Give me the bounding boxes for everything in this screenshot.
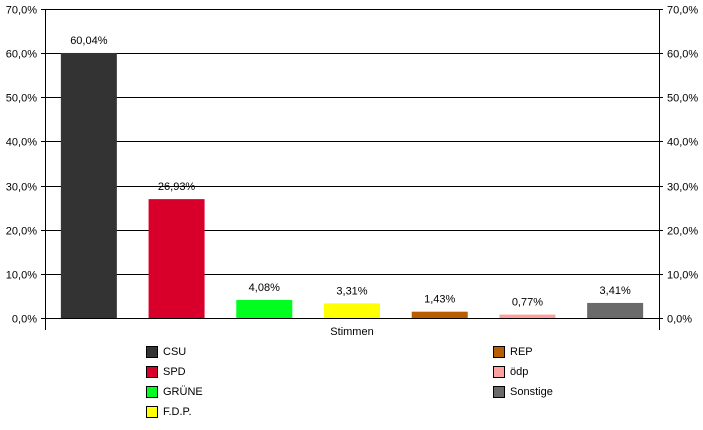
bar-csu bbox=[60, 52, 117, 319]
y-tick-label-left: 10,0% bbox=[6, 270, 37, 282]
y-tick-label-right: 60,0% bbox=[667, 49, 698, 61]
legend-label: GRÜNE bbox=[163, 386, 203, 398]
y-tick-label-right: 20,0% bbox=[667, 226, 698, 238]
bar-value-label: 60,04% bbox=[70, 35, 108, 47]
y-tick-label-left: 30,0% bbox=[6, 182, 37, 194]
bar-sonstige bbox=[587, 302, 644, 318]
y-axis-right: 0,0% 10,0% 20,0% 30,0% 40,0% 50,0% 60,0% 70,0% bbox=[659, 5, 698, 326]
bar-ödp bbox=[499, 314, 556, 318]
x-axis-label: Stimmen bbox=[330, 326, 373, 338]
y-tick-label-left: 70,0% bbox=[6, 5, 37, 17]
bar-fdp bbox=[324, 303, 380, 318]
y-tick-label-right: 50,0% bbox=[667, 93, 698, 105]
bar-grüne bbox=[236, 299, 293, 318]
legend-label: F.D.P. bbox=[163, 406, 192, 418]
legend-label: Sonstige bbox=[510, 386, 553, 398]
y-axis-left: 0,0% 10,0% 20,0% 30,0% 40,0% 50,0% 60,0% 70,0% bbox=[6, 5, 45, 326]
bar-value-label: 3,31% bbox=[336, 285, 367, 297]
y-tick-label-left: 20,0% bbox=[6, 226, 37, 238]
bar-value-label: 3,41% bbox=[600, 285, 631, 297]
y-tick-label-right: 0,0% bbox=[667, 314, 692, 326]
legend-swatch bbox=[493, 346, 505, 358]
bars bbox=[60, 52, 644, 319]
bar-value-label: 4,08% bbox=[249, 282, 280, 294]
y-tick-label-left: 60,0% bbox=[6, 49, 37, 61]
y-tick-label-right: 70,0% bbox=[667, 5, 698, 17]
y-tick-label-left: 0,0% bbox=[12, 314, 37, 326]
legend-swatch bbox=[146, 386, 158, 398]
gridlines bbox=[45, 9, 660, 330]
legend-swatch bbox=[146, 366, 158, 378]
bar-value-label: 26,93% bbox=[158, 181, 196, 193]
legend-swatch bbox=[146, 406, 158, 418]
y-tick-label-right: 10,0% bbox=[667, 270, 698, 282]
y-tick-label-right: 30,0% bbox=[667, 182, 698, 194]
y-tick-label-right: 40,0% bbox=[667, 137, 698, 149]
legend-swatch bbox=[146, 346, 158, 358]
legend-label: CSU bbox=[163, 346, 187, 358]
bar-rep bbox=[411, 311, 468, 318]
y-tick-label-left: 40,0% bbox=[6, 137, 37, 149]
bar-spd bbox=[148, 199, 205, 318]
bar-value-label: 0,77% bbox=[512, 297, 543, 309]
legend-label: ödp bbox=[510, 366, 529, 378]
legend-swatch bbox=[493, 366, 505, 378]
legend-label: SPD bbox=[163, 366, 186, 378]
data-labels: 60,04% 26,93% 4,08% 3,31% 1,43% 0,77% 3,41% bbox=[70, 35, 631, 309]
bar-value-label: 1,43% bbox=[424, 294, 455, 306]
y-tick-label-left: 50,0% bbox=[6, 93, 37, 105]
legend-label: REP bbox=[510, 346, 533, 358]
legend-swatch bbox=[493, 386, 505, 398]
